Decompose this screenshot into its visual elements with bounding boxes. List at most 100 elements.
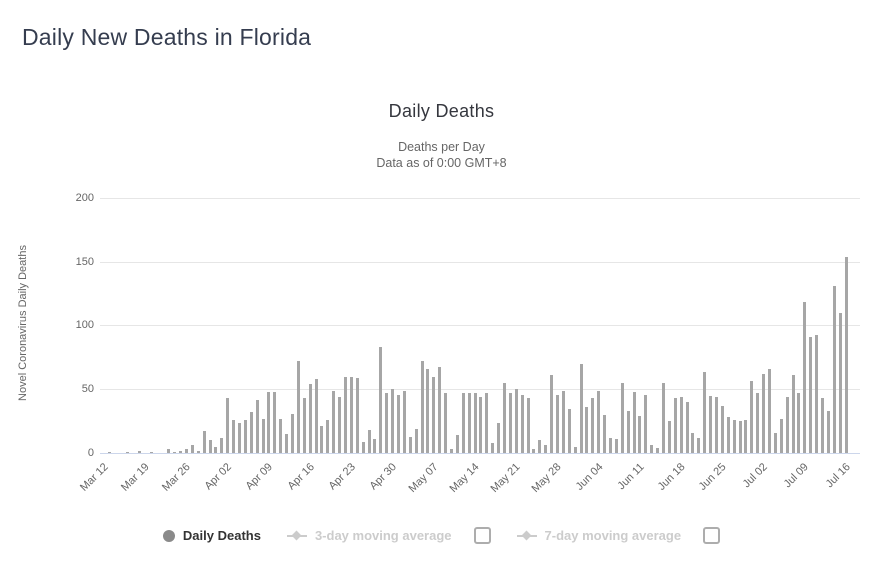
bar [226, 398, 230, 453]
bar [285, 433, 289, 453]
bar [326, 419, 330, 453]
x-axis-label: Jul 02 [740, 461, 771, 491]
bar [779, 418, 783, 453]
bar [338, 397, 342, 453]
x-axis-label: Apr 16 [285, 461, 317, 493]
bar [438, 366, 442, 453]
bar [149, 451, 153, 453]
checkbox-7day-moving-average[interactable] [703, 527, 721, 544]
bar [697, 437, 701, 453]
bar [108, 451, 112, 453]
bar [408, 436, 412, 453]
bar [744, 419, 748, 453]
bar [567, 408, 571, 453]
bar [167, 449, 171, 453]
bar [391, 389, 395, 453]
x-axis-label: May 14 [447, 461, 482, 495]
bar [597, 390, 601, 453]
bar [332, 390, 336, 453]
diamond-line-marker-icon [286, 530, 307, 542]
gridline [100, 261, 860, 263]
bar [237, 422, 241, 453]
y-axis-tick-label: 200 [75, 192, 94, 204]
bar [626, 411, 630, 453]
bar [349, 376, 353, 453]
bar [614, 439, 618, 453]
checkbox-3day-moving-average[interactable] [473, 527, 491, 544]
y-axis-title: Novel Coronavirus Daily Deaths [17, 245, 29, 401]
bar [214, 446, 218, 453]
bar [402, 390, 406, 453]
bar [290, 413, 294, 453]
x-axis-label: Jun 11 [615, 461, 647, 493]
bar [232, 419, 236, 453]
bar [202, 431, 206, 453]
gridline [100, 325, 860, 327]
bar [538, 440, 542, 453]
bar [249, 412, 253, 453]
bar [738, 421, 742, 453]
bar [838, 313, 842, 453]
gridline [100, 388, 860, 390]
bar [279, 418, 283, 453]
bar [832, 286, 836, 453]
x-axis-label: May 07 [406, 461, 441, 495]
legend-item-daily-deaths[interactable]: Daily Deaths [162, 528, 261, 543]
bar [579, 363, 583, 453]
bar [473, 393, 477, 453]
x-axis-label: Jun 25 [696, 461, 729, 493]
bar [526, 398, 530, 453]
bar [703, 371, 707, 453]
bar [844, 257, 848, 453]
bar [673, 398, 677, 453]
legend-item-3day-moving-average[interactable]: 3-day moving average [286, 527, 491, 544]
bar [591, 398, 595, 453]
legend-label-daily-deaths: Daily Deaths [182, 528, 261, 543]
bar [785, 397, 789, 453]
bar [644, 394, 648, 453]
x-axis-label: Jun 18 [655, 461, 688, 493]
bar [273, 391, 277, 453]
x-axis-label: Apr 09 [243, 461, 276, 493]
bar [467, 393, 471, 453]
bar [544, 445, 548, 453]
bar [726, 417, 730, 453]
bar [585, 407, 589, 453]
x-axis-line [100, 452, 860, 454]
bar [826, 411, 830, 453]
bar [555, 394, 559, 453]
bar [432, 376, 436, 453]
bar [485, 393, 489, 453]
chart-legend: Daily Deaths 3-day moving average 7-day … [0, 527, 883, 544]
chart-subtitle-line2: Data as of 0:00 GMT+8 [376, 156, 507, 170]
bar [720, 405, 724, 453]
bar [373, 439, 377, 453]
bar [709, 395, 713, 453]
bar [656, 447, 660, 453]
y-axis-tick-label: 100 [75, 319, 94, 332]
bar [296, 361, 300, 453]
x-axis-label: Jul 09 [782, 461, 812, 491]
legend-item-7day-moving-average[interactable]: 7-day moving average [516, 527, 721, 544]
legend-label-3day-moving-average: 3-day moving average [314, 528, 452, 543]
bar [196, 450, 200, 453]
bar [255, 399, 259, 453]
bar [173, 451, 177, 453]
gridline [100, 198, 860, 199]
bar [603, 414, 607, 453]
x-axis-label: Mar 19 [118, 461, 152, 494]
bar [444, 393, 448, 453]
bar [491, 442, 495, 453]
bar [632, 391, 636, 453]
bar [302, 398, 306, 453]
bar [550, 375, 554, 453]
bar [650, 445, 654, 453]
bar [520, 394, 524, 453]
bar [767, 369, 771, 453]
bar [508, 393, 512, 453]
bar [756, 393, 760, 453]
bar [243, 419, 247, 453]
bar [367, 430, 371, 453]
x-axis-label: Mar 12 [77, 461, 111, 494]
x-axis-label: May 28 [529, 461, 564, 495]
